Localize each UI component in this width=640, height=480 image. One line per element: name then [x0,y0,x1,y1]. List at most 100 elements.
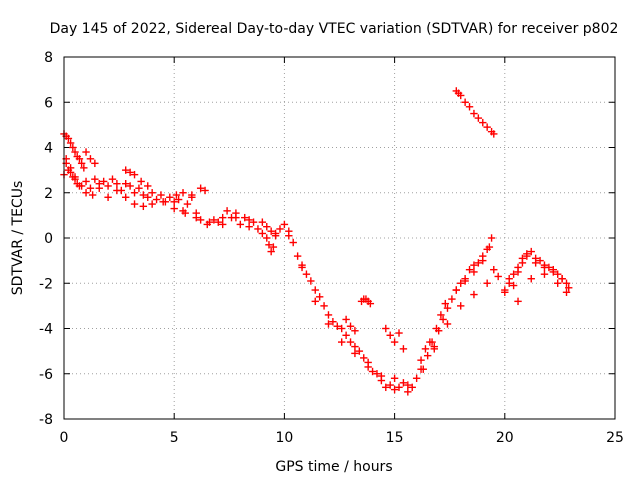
data-point [549,268,557,276]
data-point [249,218,258,226]
data-point [485,243,494,251]
data-point [267,227,275,235]
data-point [258,218,267,226]
data-point [108,175,117,183]
data-point [80,164,88,172]
data-point [470,290,478,299]
data-point [71,173,79,181]
data-point [293,252,302,260]
data-point [91,175,99,183]
data-point [527,275,535,283]
data-point [562,288,571,296]
data-point [351,327,359,335]
data-point [307,277,315,285]
data-point [419,365,427,373]
data-point [324,311,333,319]
data-point [99,177,108,186]
data-point [565,284,573,292]
data-point [113,179,121,188]
data-point [88,191,97,199]
data-point [351,342,359,351]
data-point [139,191,148,199]
grid-layer [64,57,615,419]
data-point [192,213,200,222]
data-point [487,234,496,242]
data-point [280,220,289,229]
data-point [196,184,205,192]
data-point [64,134,73,143]
data-point [465,103,474,111]
data-point [329,318,337,326]
data-point [470,109,478,118]
data-point [514,268,522,276]
data-point [311,286,319,294]
x-tick-label: 0 [60,430,69,446]
data-point [479,256,487,265]
data-point [152,195,161,204]
data-point [483,123,491,131]
data-point [82,189,90,197]
data-point [474,259,483,267]
data-point [346,322,355,330]
data-point [404,381,412,389]
y-tick-label: 2 [44,186,53,202]
data-point [302,270,311,278]
data-point [95,184,103,192]
data-point [457,302,465,310]
data-point [311,297,319,306]
data-point [338,338,346,346]
data-point [144,182,152,190]
data-point [501,288,509,296]
y-tick-label: 0 [44,231,53,247]
y-tick-label: -4 [39,322,53,338]
data-point [490,130,498,138]
data-point [382,383,390,392]
data-point [395,329,403,337]
data-point [338,324,346,333]
data-point [461,277,469,285]
ticks-layer: 0 5 10 15 20 25 -8 -6 -4 -2 0 2 4 6 8 [39,50,624,446]
data-point [196,216,205,224]
x-tick-label: 10 [275,430,293,446]
y-tick-label: -8 [39,412,53,428]
data-point [437,311,445,319]
data-point [276,225,284,233]
data-point [66,164,75,172]
data-point [536,256,544,265]
data-point [179,189,187,197]
data-point [245,222,253,231]
x-axis-label: GPS time / hours [275,459,392,475]
data-point [122,179,130,188]
data-point [144,193,152,201]
data-point [245,216,253,224]
data-point [77,159,86,168]
data-point [113,186,121,195]
data-point [509,270,518,278]
data-point [210,216,218,224]
data-point [82,148,90,156]
data-point [417,356,425,364]
data-point [457,279,465,287]
data-point [443,320,452,328]
data-point [505,275,513,283]
data-point [232,213,240,222]
data-point [553,279,562,287]
data-point [562,279,571,287]
data-point [351,349,359,358]
data-point [441,299,449,308]
data-point [428,338,436,346]
data-point [269,243,278,251]
data-point [412,374,421,382]
data-points [60,87,573,396]
data-point [148,200,156,208]
y-axis-label: SDTVAR / TECUs [10,181,26,296]
data-point [423,351,432,360]
data-point [404,388,412,396]
data-point [390,338,399,346]
x-tick-label: 25 [606,430,624,446]
data-point [386,381,394,389]
data-point [514,297,522,306]
data-point [320,302,328,310]
data-point [130,170,139,179]
